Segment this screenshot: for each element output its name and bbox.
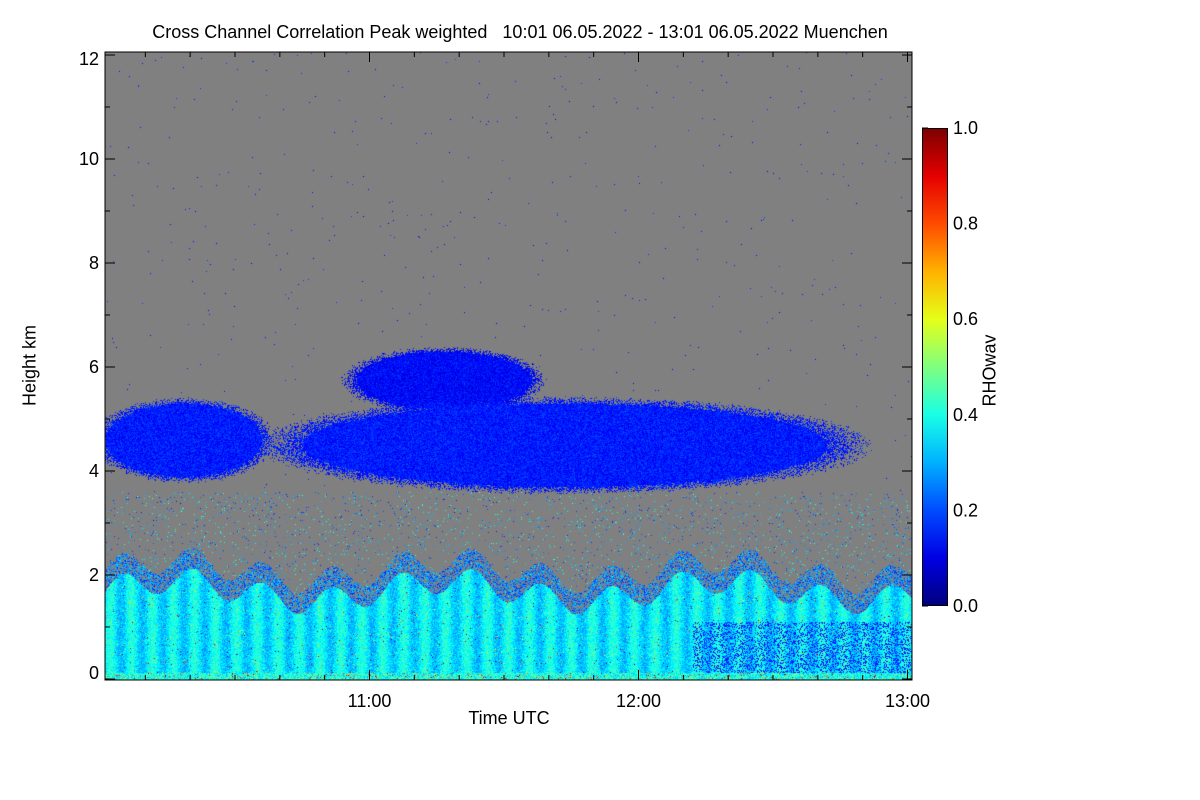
- colorbar-tick-label: 0.2: [953, 500, 978, 520]
- y-tick-label: 0: [89, 663, 99, 683]
- y-tick-label: 6: [89, 357, 99, 377]
- y-tick-label: 12: [79, 49, 99, 69]
- y-axis-label: Height km: [19, 324, 40, 407]
- colorbar-label: RHOwav: [979, 334, 1000, 407]
- x-tick-label: 12:00: [616, 691, 661, 711]
- x-tick-label: 11:00: [348, 691, 392, 711]
- x-tick-label: 13:00: [885, 691, 930, 711]
- colorbar-tick-label: 0.4: [953, 405, 978, 425]
- colorbar: [922, 128, 948, 606]
- chart-title: Cross Channel Correlation Peak weighted …: [152, 22, 888, 42]
- plot-area: [105, 52, 912, 680]
- x-axis-label: Time UTC: [468, 708, 550, 728]
- y-tick-label: 10: [79, 149, 99, 169]
- y-tick-label: 4: [89, 461, 99, 481]
- plot-frame: [104, 51, 913, 681]
- y-tick-label: 2: [89, 565, 99, 585]
- colorbar-tick-label: 0.6: [953, 309, 978, 329]
- y-tick-label: 8: [89, 253, 99, 273]
- colorbar-tick-label: 1.0: [953, 118, 978, 138]
- colorbar-tick-label: 0.8: [953, 214, 978, 234]
- heatmap-canvas: [105, 52, 912, 680]
- colorbar-tick-label: 0.0: [953, 596, 978, 616]
